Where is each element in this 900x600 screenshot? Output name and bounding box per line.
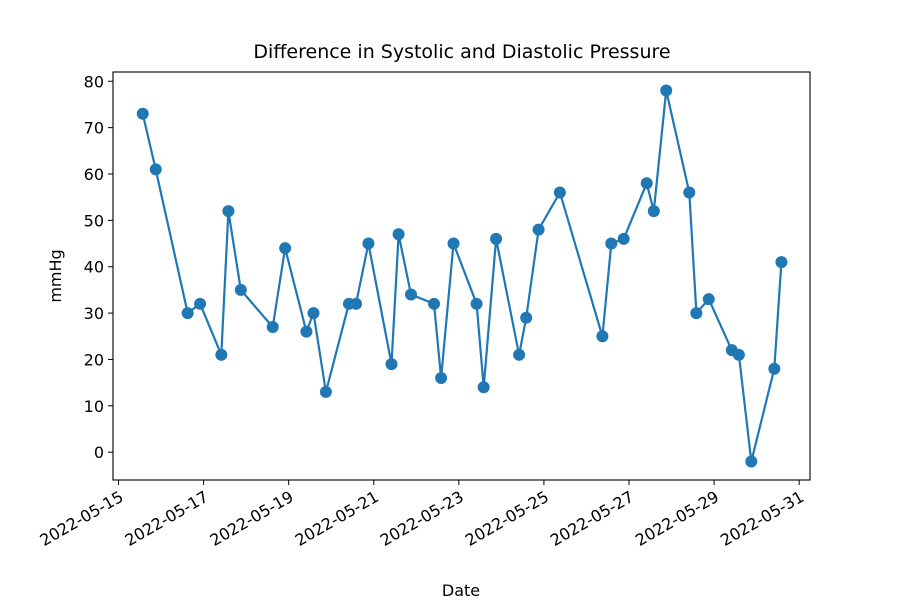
data-point <box>307 307 320 320</box>
data-point <box>596 330 609 343</box>
y-axis-ticks: 0 10 20 30 40 50 60 70 80 <box>84 72 113 462</box>
data-point <box>428 297 441 310</box>
data-point <box>647 205 660 218</box>
data-point <box>690 307 703 320</box>
data-point <box>532 223 545 236</box>
data-point <box>605 237 618 250</box>
data-point <box>660 84 673 97</box>
data-point <box>404 288 417 301</box>
y-tick-label: 60 <box>84 165 104 184</box>
data-point <box>319 385 332 398</box>
data-point <box>640 177 653 190</box>
y-tick-label: 50 <box>84 211 104 230</box>
y-tick-label: 0 <box>94 443 104 462</box>
data-point <box>215 348 228 361</box>
data-point <box>362 237 375 250</box>
data-point <box>194 297 207 310</box>
data-point <box>234 283 247 296</box>
y-tick-label: 40 <box>84 258 104 277</box>
data-point <box>470 297 483 310</box>
data-point <box>553 186 566 199</box>
y-tick-label: 20 <box>84 350 104 369</box>
y-tick-label: 30 <box>84 304 104 323</box>
data-point <box>181 307 194 320</box>
data-point <box>520 311 533 324</box>
data-point <box>447 237 460 250</box>
x-axis-label: Date <box>442 581 480 600</box>
data-point <box>775 256 788 269</box>
data-point <box>490 232 503 245</box>
data-point <box>745 455 758 468</box>
data-point <box>477 381 490 394</box>
axes-frame <box>112 71 811 481</box>
data-point <box>136 107 149 120</box>
y-tick-label: 10 <box>84 397 104 416</box>
data-point <box>617 232 630 245</box>
data-point <box>385 358 398 371</box>
data-point <box>435 372 448 384</box>
y-tick-label: 70 <box>84 119 104 138</box>
data-point <box>683 186 696 199</box>
series-line <box>141 89 783 463</box>
plot-area <box>136 84 788 468</box>
data-point <box>222 205 235 218</box>
data-point <box>732 348 745 361</box>
data-point <box>768 362 781 375</box>
y-tick-label: 80 <box>84 72 104 91</box>
data-point <box>392 228 405 241</box>
data-point <box>266 321 279 333</box>
chart-title: Difference in Systolic and Diastolic Pre… <box>253 41 670 63</box>
data-point <box>513 348 526 361</box>
data-point <box>350 297 363 310</box>
y-axis-label: mmHg <box>46 249 65 302</box>
data-point <box>149 163 162 176</box>
data-point <box>300 325 313 338</box>
data-point <box>702 293 715 306</box>
data-point <box>279 242 292 255</box>
